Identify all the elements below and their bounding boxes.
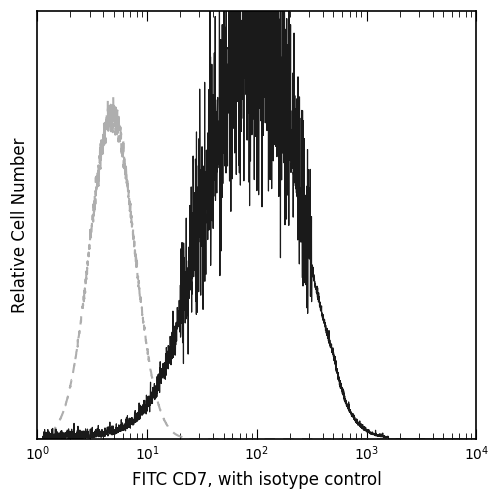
X-axis label: FITC CD7, with isotype control: FITC CD7, with isotype control	[132, 471, 382, 489]
Y-axis label: Relative Cell Number: Relative Cell Number	[11, 138, 29, 313]
